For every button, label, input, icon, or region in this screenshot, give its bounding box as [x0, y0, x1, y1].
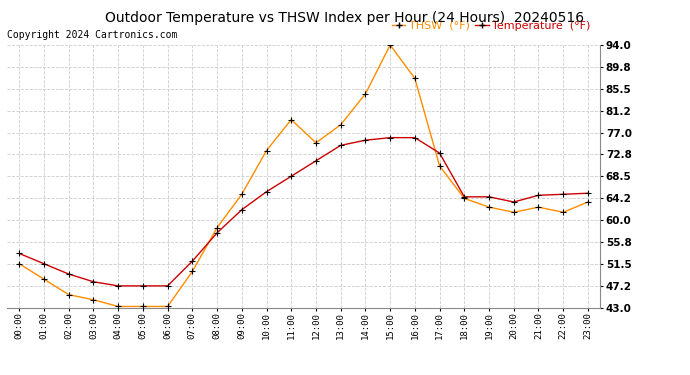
Text: Copyright 2024 Cartronics.com: Copyright 2024 Cartronics.com	[7, 30, 177, 40]
Legend: THSW  (°F), Temperature  (°F): THSW (°F), Temperature (°F)	[388, 16, 595, 35]
Text: Outdoor Temperature vs THSW Index per Hour (24 Hours)  20240516: Outdoor Temperature vs THSW Index per Ho…	[106, 11, 584, 25]
